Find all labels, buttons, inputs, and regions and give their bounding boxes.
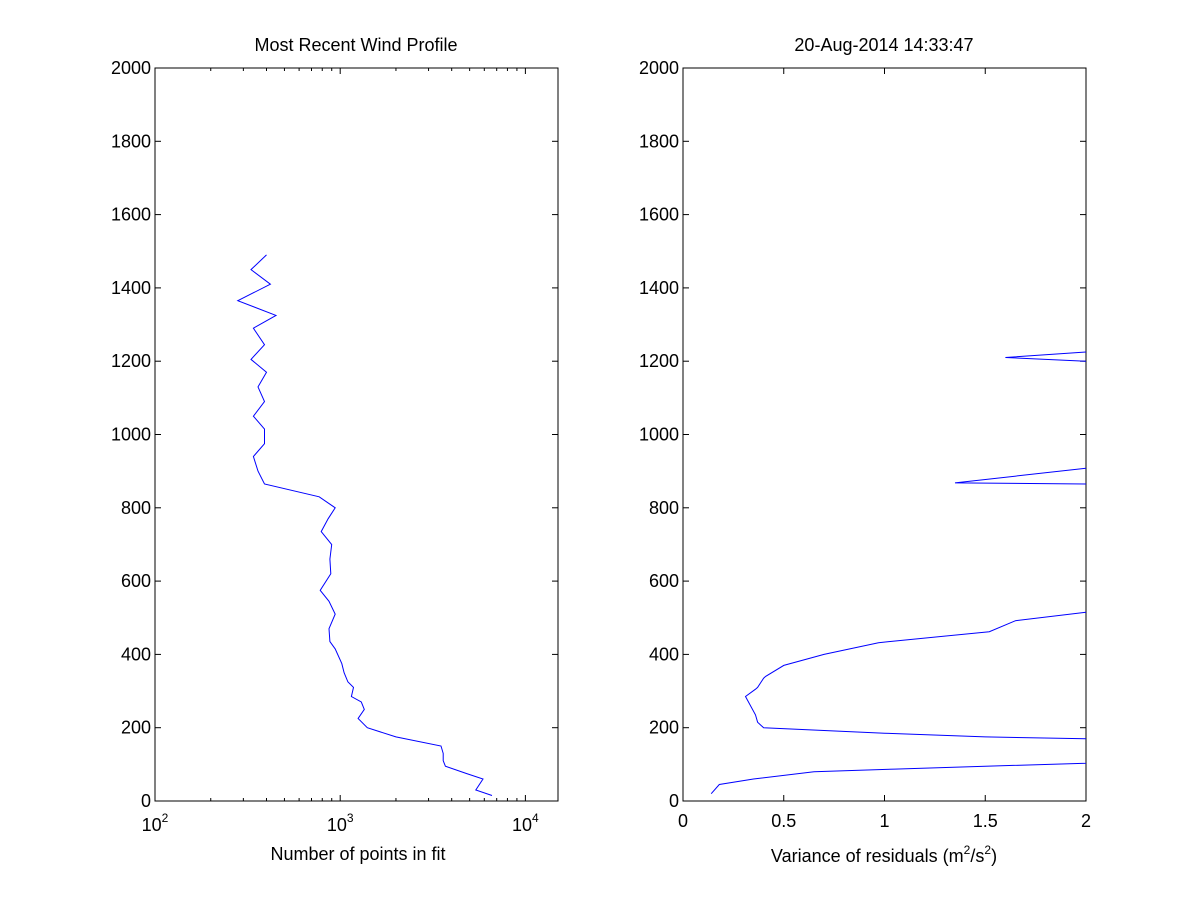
left-ytick-label-8: 1600 — [111, 205, 151, 225]
right-xlabel-part-2: /s — [970, 846, 984, 866]
right-ytick-label-4: 800 — [649, 498, 679, 518]
right-ytick-label-0: 0 — [669, 791, 679, 811]
left-xtick-label-2: 104 — [512, 811, 539, 835]
left-ytick-label-10: 2000 — [111, 58, 151, 78]
right-ytick-label-2: 400 — [649, 644, 679, 664]
right-ytick-label-6: 1200 — [639, 351, 679, 371]
right-ytick-label-5: 1000 — [639, 425, 679, 445]
left-axis-ticks: 0 200 400 600 800 1000 1200 1400 1600 1800 2000 102… — [111, 58, 558, 835]
left-ytick-label-2: 400 — [121, 644, 151, 664]
right-series-line-1 — [744, 611, 1086, 740]
right-plot: 20-Aug-2014 14:33:47 0200400600800100012… — [639, 35, 1091, 866]
left-plot-xlabel: Number of points in fit — [270, 844, 445, 864]
left-axes-frame — [154, 67, 559, 802]
right-ytick-label-8: 1600 — [639, 205, 679, 225]
left-ytick-label-3: 600 — [121, 571, 151, 591]
right-xtick-label-1: 0.5 — [771, 811, 796, 831]
right-plot-title: 20-Aug-2014 14:33:47 — [794, 35, 973, 55]
right-xtick-label-0: 0 — [678, 811, 688, 831]
right-ytick-label-10: 2000 — [639, 58, 679, 78]
right-plot-series — [710, 351, 1086, 795]
right-xlabel-exp-1: 2 — [964, 843, 971, 857]
left-plot-title: Most Recent Wind Profile — [254, 35, 457, 55]
left-ytick-label-5: 1000 — [111, 425, 151, 445]
right-xtick-label-2: 1 — [879, 811, 889, 831]
left-ytick-label-9: 1800 — [111, 131, 151, 151]
right-xtick-label-4: 2 — [1081, 811, 1091, 831]
right-series-line-2 — [954, 467, 1086, 485]
left-ytick-label-0: 0 — [141, 791, 151, 811]
left-xtick-label-1: 103 — [327, 811, 354, 835]
left-ytick-label-4: 800 — [121, 498, 151, 518]
right-ytick-label-7: 1400 — [639, 278, 679, 298]
right-ytick-label-9: 1800 — [639, 131, 679, 151]
left-plot-series — [236, 254, 493, 796]
right-plot-xlabel: Variance of residuals (m2/s2) — [771, 843, 997, 866]
right-xlabel-part-3: ) — [991, 846, 997, 866]
left-series-line-0 — [236, 254, 493, 796]
right-ytick-label-1: 200 — [649, 718, 679, 738]
right-series-line-3 — [1005, 351, 1086, 362]
right-axes-frame — [682, 67, 1087, 802]
right-axis-ticks: 0 200 400 600 800 1000 1200 1400 1600 1800 2000 0 0.… — [639, 58, 1091, 831]
left-ytick-label-6: 1200 — [111, 351, 151, 371]
right-series-line-0 — [710, 762, 1086, 795]
right-xlabel-part-1: Variance of residuals (m — [771, 846, 964, 866]
left-plot: Most Recent Wind Profile 0 200 400 600 800 10… — [111, 35, 559, 864]
left-ytick-label-1: 200 — [121, 718, 151, 738]
left-xtick-label-0: 102 — [142, 811, 169, 835]
right-ytick-label-3: 600 — [649, 571, 679, 591]
right-xtick-label-3: 1.5 — [973, 811, 998, 831]
right-xlabel-exp-2: 2 — [984, 843, 991, 857]
left-ytick-label-7: 1400 — [111, 278, 151, 298]
